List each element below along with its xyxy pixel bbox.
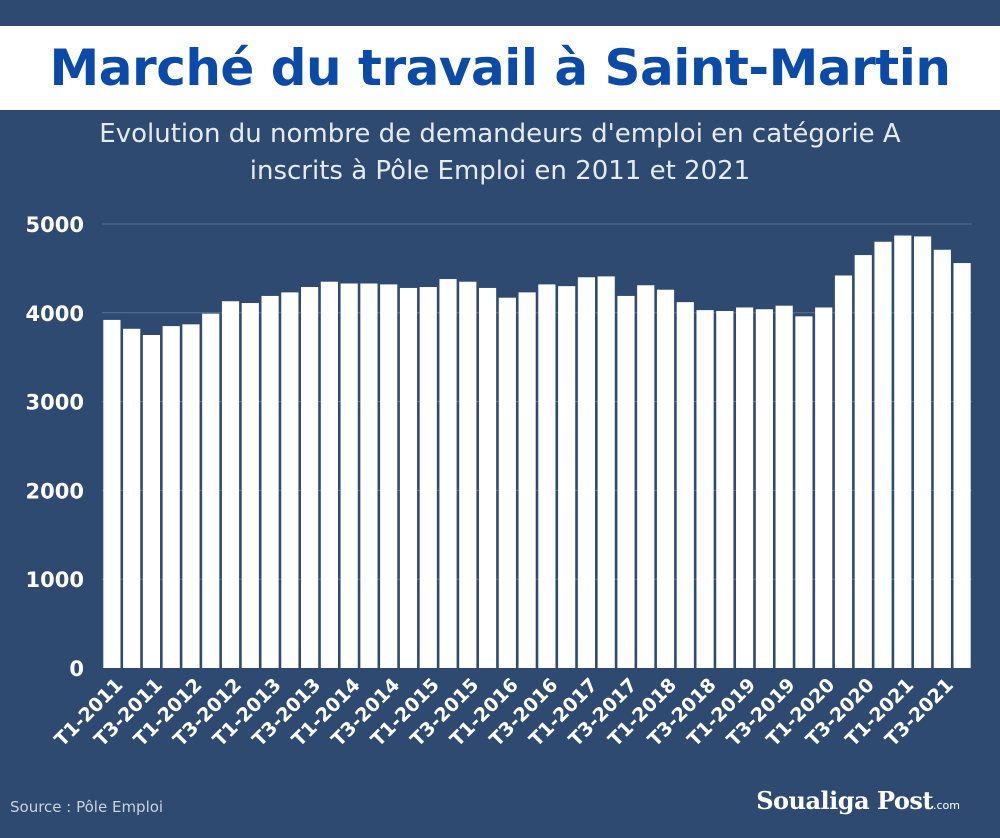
bar bbox=[261, 295, 279, 668]
bar bbox=[953, 263, 971, 668]
bar bbox=[340, 283, 358, 668]
bar bbox=[439, 279, 457, 668]
bar bbox=[538, 284, 556, 668]
chart-bars bbox=[103, 235, 971, 668]
x-axis: T1-2011T3-2011T1-2012T3-2012T1-2013T3-20… bbox=[50, 674, 957, 751]
bar bbox=[478, 287, 497, 668]
bar bbox=[736, 307, 754, 668]
y-tick-label: 5000 bbox=[26, 213, 84, 237]
page-title: Marché du travail à Saint-Martin bbox=[49, 39, 951, 97]
y-tick-label: 2000 bbox=[26, 479, 84, 503]
bar bbox=[795, 316, 813, 668]
y-tick-label: 1000 bbox=[26, 568, 84, 592]
bar bbox=[716, 311, 734, 668]
subtitle-line-1: Evolution du nombre de demandeurs d'empl… bbox=[99, 119, 901, 149]
title-band: Marché du travail à Saint-Martin bbox=[0, 26, 1000, 110]
bar bbox=[755, 309, 773, 668]
bar bbox=[597, 276, 615, 668]
bar bbox=[281, 292, 299, 668]
subtitle-line-2: inscrits à Pôle Emploi en 2011 et 2021 bbox=[249, 156, 751, 186]
bar bbox=[874, 241, 892, 668]
bar bbox=[834, 275, 853, 668]
bar bbox=[380, 284, 398, 668]
bar bbox=[854, 255, 872, 668]
bar bbox=[301, 287, 319, 668]
bar bbox=[933, 249, 951, 668]
bar bbox=[656, 289, 675, 668]
bar bbox=[913, 236, 932, 668]
bar bbox=[518, 292, 536, 668]
bar bbox=[202, 313, 220, 668]
bar bbox=[577, 277, 596, 668]
bar-chart: 0 1000 2000 3000 4000 5000 T1-2011T3-2011T1-2… bbox=[26, 213, 972, 751]
y-axis: 0 1000 2000 3000 4000 5000 bbox=[26, 213, 84, 681]
bar bbox=[221, 301, 240, 668]
brand-suffix: .com bbox=[933, 799, 960, 812]
source-note: Source : Pôle Emploi bbox=[10, 798, 164, 816]
bar bbox=[498, 297, 516, 668]
bar bbox=[142, 335, 161, 668]
bar bbox=[419, 287, 437, 668]
y-tick-label: 0 bbox=[69, 657, 84, 681]
bar bbox=[162, 326, 180, 668]
chart-subtitle: Evolution du nombre de demandeurs d'empl… bbox=[40, 116, 960, 190]
bar bbox=[775, 305, 793, 668]
bar bbox=[558, 286, 576, 668]
bar bbox=[103, 319, 121, 668]
bar bbox=[360, 283, 378, 668]
bar bbox=[459, 281, 477, 668]
bar bbox=[399, 287, 418, 668]
bar bbox=[696, 310, 714, 668]
brand-name: Soualiga Post bbox=[756, 786, 933, 815]
bar bbox=[676, 302, 694, 668]
bar bbox=[182, 324, 200, 668]
y-tick-label: 3000 bbox=[26, 391, 84, 415]
bar bbox=[617, 295, 635, 668]
brand-logo: Soualiga Post.com bbox=[756, 786, 960, 815]
bar bbox=[320, 281, 338, 668]
bar bbox=[815, 307, 833, 668]
y-tick-label: 4000 bbox=[26, 302, 84, 326]
bar bbox=[894, 235, 912, 668]
bar bbox=[123, 328, 141, 668]
bar bbox=[637, 285, 655, 668]
bar bbox=[241, 303, 259, 668]
